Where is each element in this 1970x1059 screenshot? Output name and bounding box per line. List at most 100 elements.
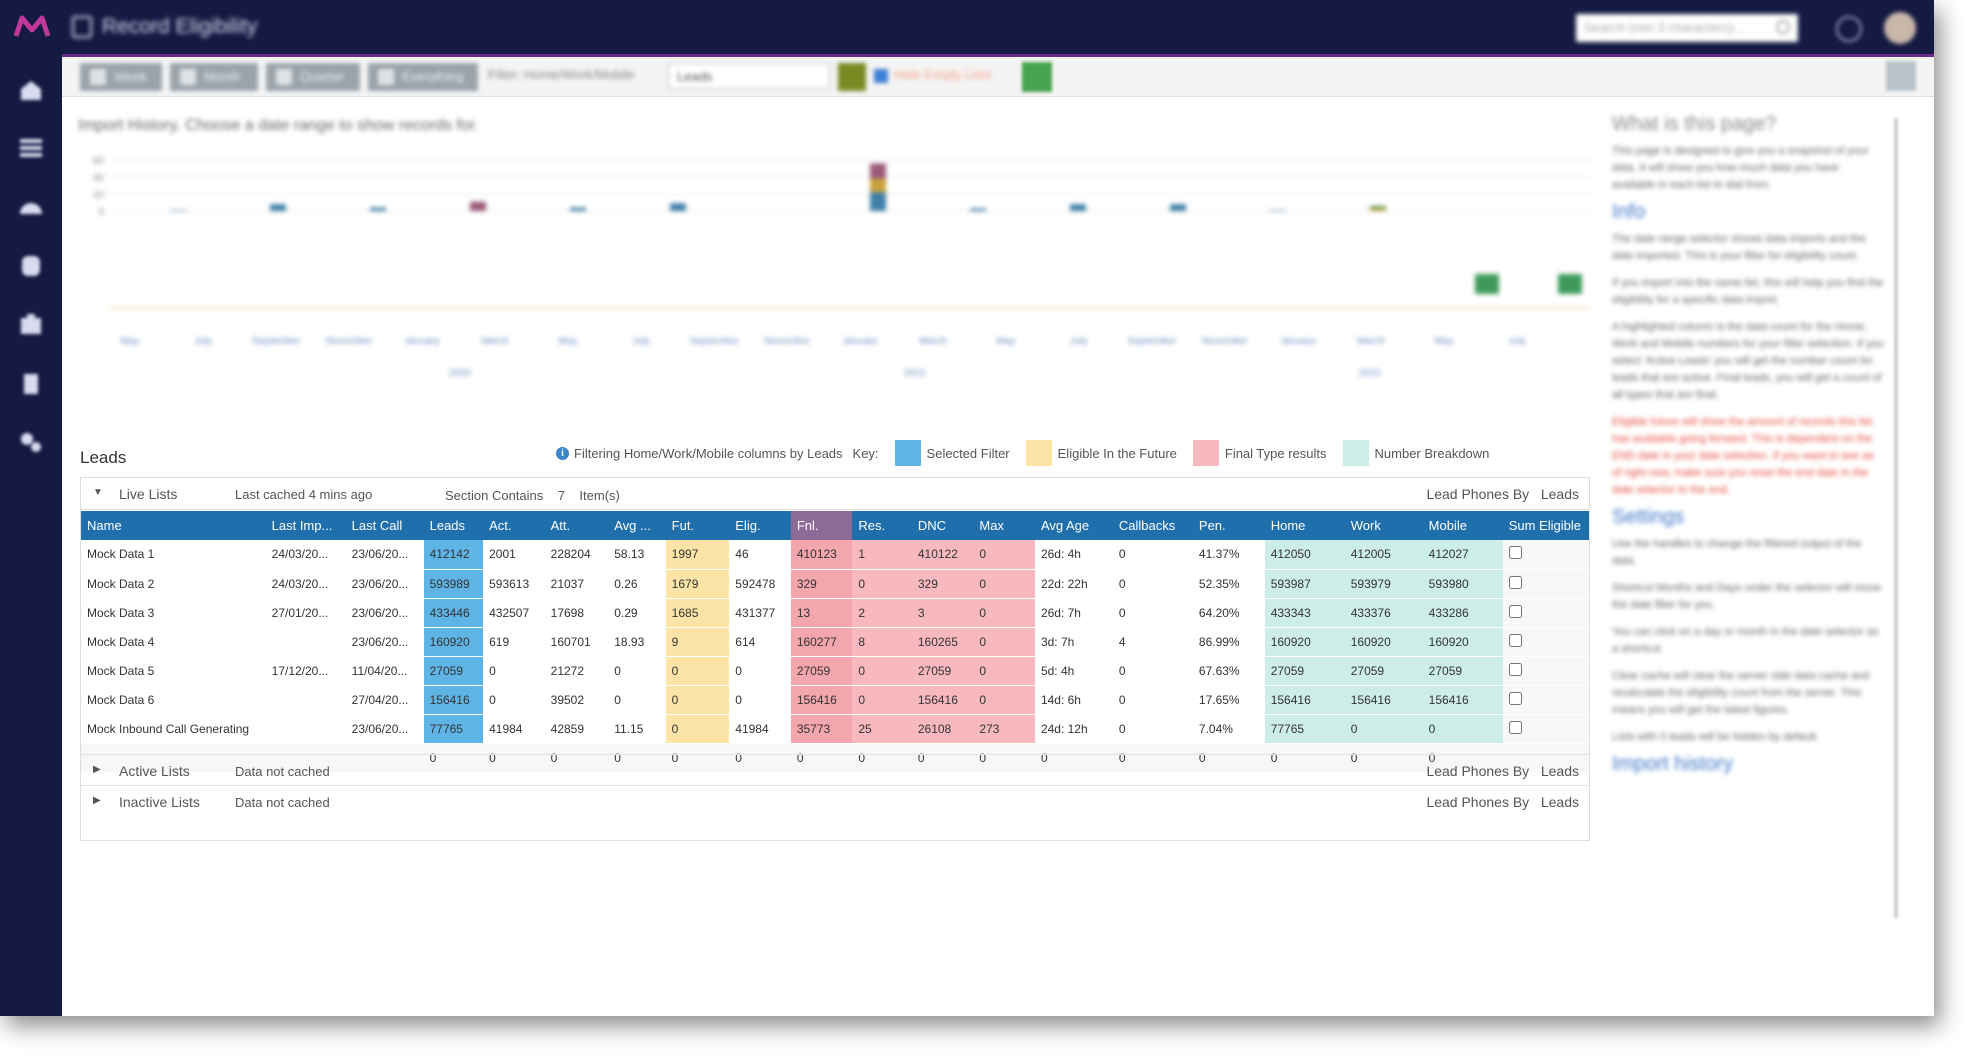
col-att[interactable]: Att. [544, 511, 609, 540]
chart-bar [970, 208, 986, 211]
col-dnc[interactable]: DNC [911, 511, 974, 540]
col-act[interactable]: Act. [483, 511, 545, 540]
sum-eligible-checkbox[interactable] [1508, 575, 1522, 589]
cell-work: 156416 [1344, 685, 1423, 715]
collapse-icon[interactable]: ▼ [93, 487, 103, 498]
import-history-link[interactable]: Import history [1612, 753, 1734, 775]
app-frame [0, 0, 1934, 1016]
filter-select[interactable]: Leads [668, 63, 830, 89]
cell-att: 21272 [544, 656, 609, 686]
col-avg-age[interactable]: Avg Age [1034, 511, 1113, 540]
section-active-lists[interactable]: ▶ Active Lists Data not cached Lead Phon… [81, 754, 1589, 786]
table-row[interactable]: Mock Data 4 23/06/20... 160920 619 160701 18.… [81, 627, 1589, 657]
section-inactive-lists[interactable]: ▶ Inactive Lists Data not cached Lead Ph… [81, 786, 1589, 818]
help-icon[interactable] [1836, 16, 1862, 42]
filter-funnel-button[interactable] [838, 63, 866, 91]
col-leads[interactable]: Leads [423, 511, 484, 540]
home-icon[interactable] [18, 78, 44, 102]
col-pen[interactable]: Pen. [1192, 511, 1265, 540]
table-row[interactable]: Mock Data 6 27/04/20... 156416 0 39502 0 0 0 156… [81, 685, 1589, 715]
section-name[interactable]: Live Lists [119, 486, 178, 502]
table-row[interactable]: Mock Data 5 17/12/20... 11/04/20... 27059 0 2… [81, 656, 1589, 686]
cell-home: 412050 [1264, 540, 1345, 570]
chart-bar [270, 204, 286, 211]
import-icon[interactable] [18, 312, 44, 336]
cell-mobile: 0 [1422, 714, 1503, 744]
x-tick-label: November [764, 336, 811, 347]
col-res[interactable]: Res. [852, 511, 912, 540]
month-button[interactable]: Month [170, 63, 258, 91]
sum-eligible-checkbox[interactable] [1508, 604, 1522, 618]
x-tick-label: November [1202, 336, 1249, 347]
cell-elig: 592478 [729, 569, 791, 599]
list-icon[interactable] [18, 136, 44, 160]
cell-home: 433343 [1264, 598, 1345, 628]
section-name[interactable]: Active Lists [119, 763, 190, 779]
cell-act: 432507 [483, 598, 545, 628]
sum-eligible-checkbox[interactable] [1508, 720, 1522, 734]
sum-eligible-checkbox[interactable] [1508, 662, 1522, 676]
lead-phones-by[interactable]: Lead Phones By Leads [1426, 794, 1579, 810]
col-callbacks[interactable]: Callbacks [1112, 511, 1193, 540]
expand-icon[interactable]: ▶ [93, 764, 101, 775]
settings-heading: Settings [1612, 506, 1685, 528]
table-row[interactable]: Mock Inbound Call Generating 23/06/20... 7… [81, 714, 1589, 744]
settings-icon[interactable] [18, 430, 44, 454]
chart-bar [1370, 208, 1386, 211]
cell-callbacks: 0 [1112, 598, 1193, 628]
quarter-button[interactable]: Quarter [266, 63, 360, 91]
total-cell: 0 [1112, 742, 1193, 773]
everything-button[interactable]: Everything [368, 63, 478, 91]
cell-att: 160701 [544, 627, 609, 657]
col-fnl[interactable]: Fnl. [790, 511, 853, 540]
brand-logo[interactable] [12, 12, 52, 42]
table-row[interactable]: Mock Data 3 27/01/20... 23/06/20... 433446 4… [81, 598, 1589, 628]
avatar[interactable] [1884, 12, 1916, 44]
expand-button[interactable] [1886, 61, 1916, 91]
col-elig[interactable]: Elig. [729, 511, 791, 540]
search-input[interactable]: Search (min 3 characters)... [1576, 14, 1798, 42]
help-scrollbar[interactable] [1892, 108, 1900, 964]
hide-empty-checkbox[interactable] [874, 68, 888, 83]
table-body: Mock Data 1 24/03/20... 23/06/20... 412142 2… [81, 540, 1589, 773]
hide-empty-toggle[interactable]: Hide Empty Lists [874, 67, 992, 83]
import-history-chart[interactable]: 60 40 20 0 May July September November January Ma… [90, 150, 1610, 390]
sum-eligible-checkbox[interactable] [1508, 633, 1522, 647]
leads-table: Name Last Imp... Last Call Leads Act. At… [81, 511, 1589, 773]
cell-fnl: 13 [790, 598, 853, 628]
col-sum-eligible[interactable]: Sum Eligible [1502, 511, 1589, 540]
cell-last-call: 23/06/20... [345, 569, 424, 599]
col-work[interactable]: Work [1344, 511, 1423, 540]
col-mobile[interactable]: Mobile [1422, 511, 1503, 540]
section-name[interactable]: Inactive Lists [119, 794, 200, 810]
table-row[interactable]: Mock Data 2 24/03/20... 23/06/20... 593989 5… [81, 569, 1589, 599]
section-live-lists[interactable]: ▼ Live Lists Last cached 4 mins ago Sect… [81, 478, 1589, 510]
scrollbar-track[interactable] [1894, 118, 1898, 918]
dashboard-icon[interactable] [18, 194, 44, 218]
cell-last-call: 23/06/20... [345, 627, 424, 657]
refresh-button[interactable] [1022, 62, 1052, 92]
sum-eligible-checkbox[interactable] [1508, 691, 1522, 705]
col-avg[interactable]: Avg ... [608, 511, 666, 540]
col-fut[interactable]: Fut. [665, 511, 730, 540]
cell-fut: 9 [665, 627, 730, 657]
contains-count: 7 [557, 488, 565, 503]
table-row[interactable]: Mock Data 1 24/03/20... 23/06/20... 412142 2… [81, 540, 1589, 570]
expand-icon[interactable]: ▶ [93, 795, 101, 806]
lead-phones-by[interactable]: Lead Phones By Leads [1426, 763, 1579, 779]
lead-phones-by[interactable]: Lead Phones By Leads [1426, 486, 1579, 502]
database-icon[interactable] [18, 254, 44, 278]
col-last-call[interactable]: Last Call [345, 511, 424, 540]
col-max[interactable]: Max [973, 511, 1035, 540]
document-icon[interactable] [18, 372, 44, 396]
col-name[interactable]: Name [81, 511, 266, 540]
col-home[interactable]: Home [1264, 511, 1345, 540]
cell-res: 0 [852, 569, 912, 599]
cell-max: 0 [973, 627, 1035, 657]
cell-att: 228204 [544, 540, 609, 570]
week-button[interactable]: Week [80, 63, 162, 91]
col-last-import[interactable]: Last Imp... [265, 511, 346, 540]
sum-eligible-checkbox[interactable] [1508, 546, 1522, 560]
search-placeholder: Search (min 3 characters)... [1584, 20, 1745, 35]
